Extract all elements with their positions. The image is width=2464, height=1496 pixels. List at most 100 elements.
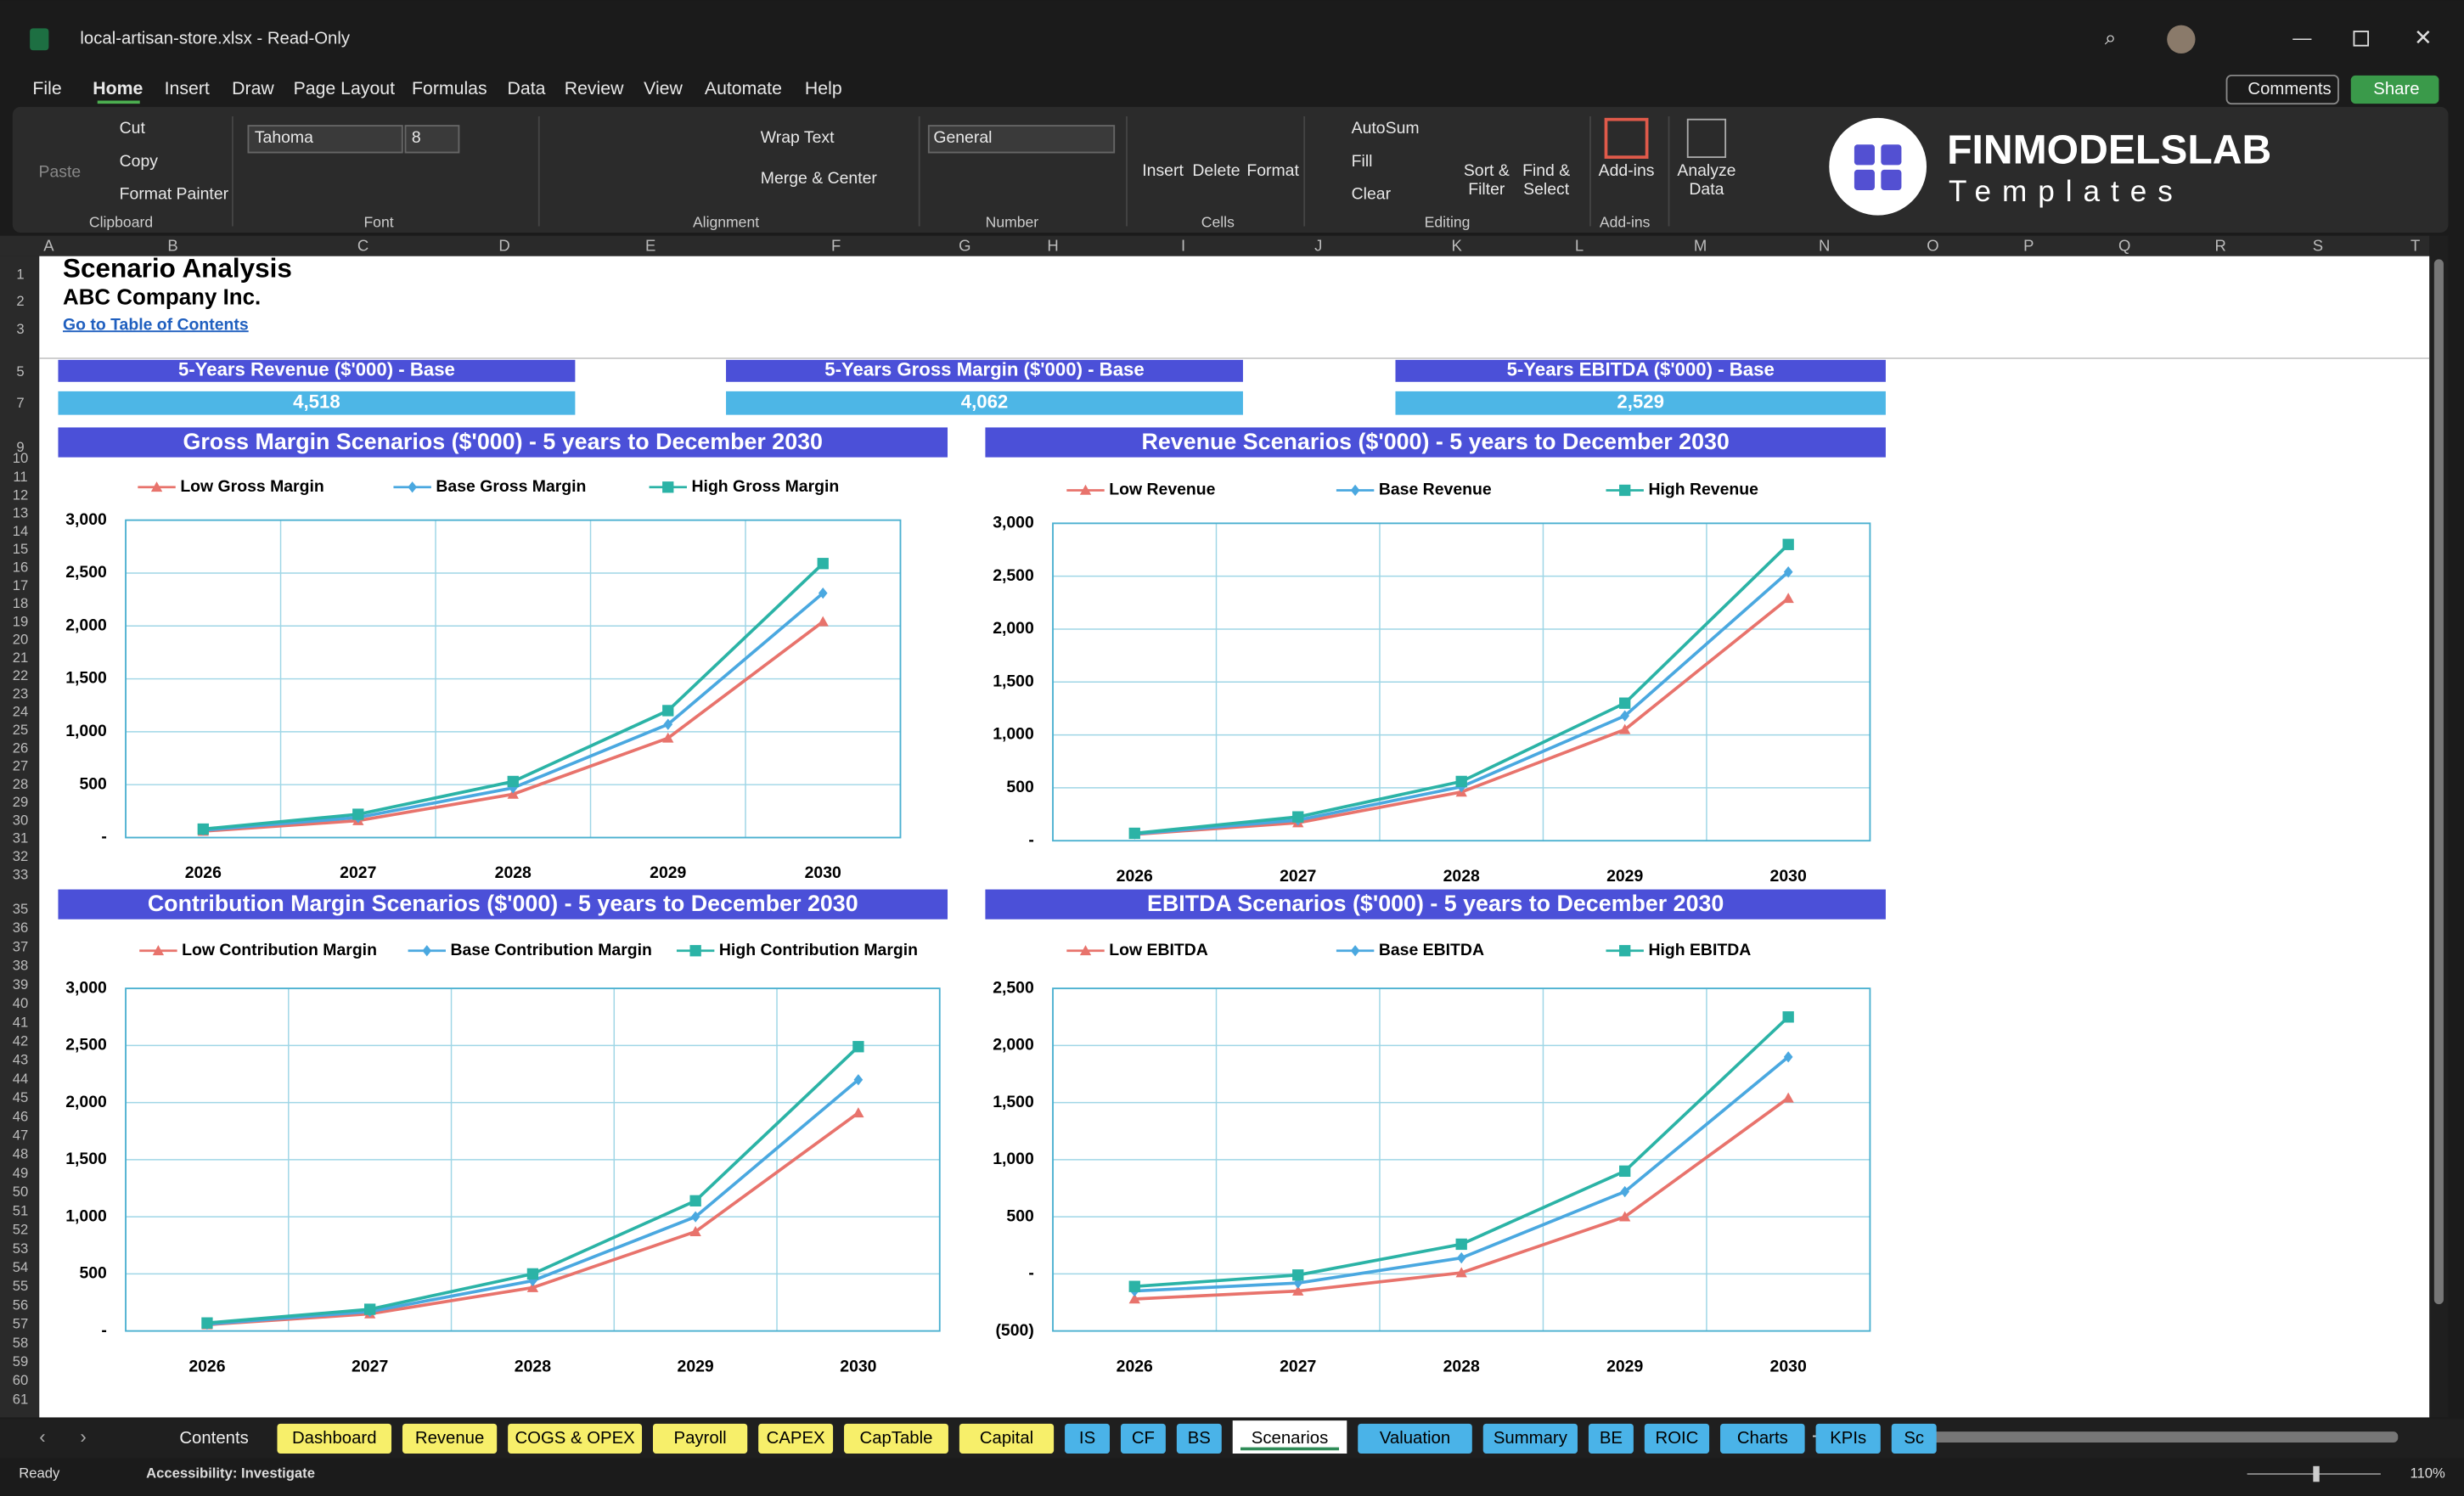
menu-item[interactable]: Insert — [165, 78, 210, 98]
font-box[interactable] — [247, 125, 403, 154]
sheet-tab-bg[interactable] — [1815, 1423, 1881, 1454]
sheet-tab-bg[interactable] — [1720, 1423, 1805, 1454]
ribbon-item[interactable]: Cut — [120, 119, 146, 138]
sheet-tab[interactable]: Scenarios — [1252, 1429, 1328, 1448]
sheet-tab-bg[interactable] — [1065, 1423, 1111, 1454]
ribbon-group-label: Number — [986, 213, 1039, 230]
ribbon-item[interactable]: Filter — [1468, 180, 1505, 199]
sheet-tab-bg[interactable] — [402, 1423, 498, 1454]
tab-next[interactable]: › — [80, 1426, 86, 1447]
menu-item[interactable]: Automate — [705, 78, 782, 98]
ribbon-item[interactable]: Data — [1689, 180, 1724, 199]
sheet-tab[interactable]: Charts — [1737, 1429, 1788, 1448]
column-header: B — [167, 236, 177, 254]
sheet-tab[interactable]: Contents — [179, 1429, 248, 1448]
sheet-tab[interactable]: Summary — [1494, 1429, 1568, 1448]
sheet-tab-bg[interactable] — [1644, 1423, 1710, 1454]
sheet-tab[interactable]: CF — [1132, 1429, 1155, 1448]
addins-icon[interactable] — [1604, 117, 1649, 159]
sheet-tab-bg[interactable] — [1482, 1423, 1578, 1454]
sheet-tab[interactable]: Valuation — [1380, 1429, 1450, 1448]
ribbon-item[interactable]: Wrap Text — [761, 128, 835, 147]
maximize[interactable] — [2353, 31, 2370, 47]
sheet-tab[interactable]: IS — [1079, 1429, 1095, 1448]
sheet-tab-bg[interactable] — [758, 1423, 834, 1454]
tab-prev[interactable]: ‹ — [39, 1426, 45, 1447]
menu-item[interactable]: View — [644, 78, 683, 98]
ribbon-item[interactable]: 8 — [412, 128, 421, 147]
format-box[interactable] — [927, 125, 1116, 154]
row-header: 21 — [13, 650, 29, 666]
sheet-tab[interactable]: CAPEX — [767, 1429, 825, 1448]
sheet-tab[interactable]: CapTable — [860, 1429, 933, 1448]
sheet-tab[interactable]: Revenue — [415, 1429, 484, 1448]
sheet-tab-bg[interactable] — [1891, 1423, 1937, 1454]
sheet-tab[interactable]: BS — [1188, 1429, 1211, 1448]
sheet-tab[interactable]: Dashboard — [292, 1429, 377, 1448]
ribbon-item[interactable]: Paste — [38, 163, 81, 182]
size-box[interactable] — [404, 125, 460, 154]
sheet-tab-bg[interactable] — [1176, 1423, 1222, 1454]
menu-item[interactable]: Draw — [232, 78, 274, 98]
marker — [1455, 1267, 1467, 1278]
sheet-tab-bg[interactable] — [959, 1423, 1055, 1454]
ribbon-item[interactable]: General — [933, 128, 992, 147]
menu-item[interactable]: Help — [805, 78, 842, 98]
ribbon-item[interactable]: Copy — [120, 152, 159, 171]
menu-item[interactable]: Page Layout — [294, 78, 396, 98]
sheet-tab-bg[interactable] — [844, 1423, 948, 1454]
close[interactable]: ✕ — [2414, 26, 2433, 50]
ribbon-item[interactable]: Format — [1246, 161, 1299, 180]
y-tick-label: 2,000 — [993, 619, 1034, 638]
menu-item[interactable]: Home — [93, 78, 143, 98]
column-header: S — [2313, 236, 2323, 254]
ribbon-item[interactable]: Add-ins — [1599, 161, 1655, 180]
ribbon-item[interactable]: Insert — [1142, 161, 1184, 180]
avatar — [2167, 25, 2196, 53]
share-label[interactable]: Share — [2373, 80, 2419, 98]
sheet-tab[interactable]: COGS & OPEX — [515, 1429, 635, 1448]
sheet-tab-bg[interactable] — [1358, 1423, 1472, 1454]
status-accessibility[interactable]: Accessibility: Investigate — [146, 1465, 315, 1481]
ribbon-item[interactable]: Find & — [1522, 161, 1570, 180]
ribbon-item[interactable]: Fill — [1352, 152, 1373, 171]
ribbon-item[interactable]: Format Painter — [120, 185, 229, 204]
ribbon-item[interactable]: Select — [1523, 180, 1570, 199]
company-name: ABC Company Inc. — [63, 286, 261, 310]
menu-item[interactable]: File — [32, 78, 61, 98]
y-tick-label: 1,500 — [993, 672, 1034, 690]
ribbon-item[interactable]: Tahoma — [255, 128, 313, 147]
sheet-tab[interactable]: Capital — [980, 1429, 1033, 1448]
share-button[interactable] — [2350, 75, 2439, 104]
sheet-tab[interactable]: KPIs — [1830, 1429, 1866, 1448]
sheet-tab[interactable]: Payroll — [674, 1429, 727, 1448]
scroll-thumb[interactable] — [2433, 259, 2444, 1305]
ribbon-item[interactable]: Delete — [1192, 161, 1240, 180]
toc-link[interactable]: Go to Table of Contents — [63, 315, 249, 334]
sheet-tab-bg[interactable] — [1588, 1423, 1634, 1454]
sheet-tab[interactable]: ROIC — [1656, 1429, 1699, 1448]
sheet-tab-bg[interactable] — [1120, 1423, 1166, 1454]
kpi-value: 4,518 — [293, 391, 340, 413]
search-icon[interactable]: ⌕ — [2105, 27, 2116, 50]
sheet-tab-bg[interactable] — [277, 1423, 392, 1454]
zoom-thumb[interactable] — [2313, 1465, 2320, 1482]
ribbon-item[interactable]: Clear — [1352, 185, 1392, 204]
sheet-tab[interactable]: Sc — [1904, 1429, 1924, 1448]
menu-item[interactable]: Review — [565, 78, 624, 98]
menu-item[interactable]: Data — [508, 78, 546, 98]
ribbon-item[interactable]: Merge & Center — [761, 169, 878, 188]
ribbon-item[interactable]: AutoSum — [1352, 119, 1420, 138]
x-tick-label: 2028 — [1443, 867, 1480, 886]
sheet-tab-bg[interactable] — [508, 1423, 643, 1454]
ribbon-item[interactable]: Analyze — [1677, 161, 1735, 180]
sheet-tab[interactable]: BE — [1600, 1429, 1623, 1448]
ribbon-item[interactable]: Sort & — [1464, 161, 1510, 180]
menu-item[interactable]: Formulas — [412, 78, 487, 98]
comments-button[interactable] — [2225, 74, 2339, 105]
minimize[interactable]: — — [2292, 27, 2312, 48]
sheet-tab-bg[interactable] — [652, 1423, 748, 1454]
comments-label[interactable]: Comments — [2247, 80, 2331, 98]
h-scroll-thumb[interactable] — [1904, 1431, 2399, 1443]
analyze-icon[interactable] — [1686, 118, 1727, 159]
